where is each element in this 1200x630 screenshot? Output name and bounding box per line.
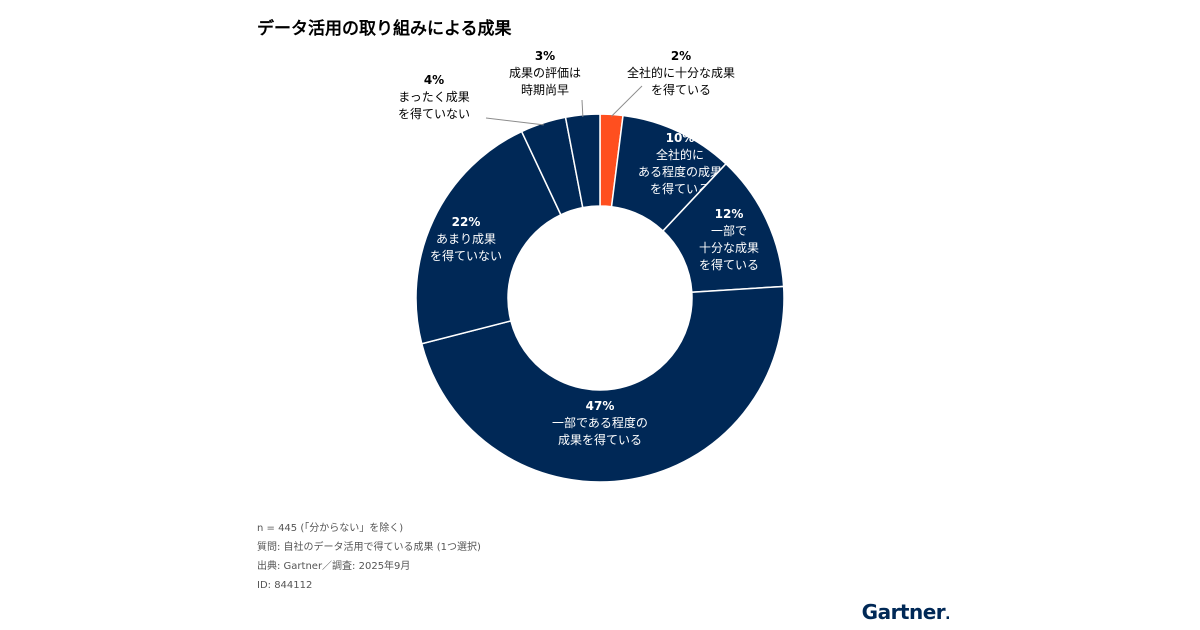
slice-category-label: 全社的に [656, 147, 704, 162]
slice-category-label: を得ていない [430, 248, 502, 263]
leader-line [581, 99, 584, 117]
slice-category-label: 成果を得ている [558, 432, 642, 447]
slice-category-label: 成果の評価は [509, 65, 581, 80]
slice-category-label: を得ている [651, 82, 711, 97]
footnotes: n = 445 (「分からない」を除く) 質問: 自社のデータ活用で得ている成果… [257, 519, 481, 595]
gartner-logo: Gartner. [861, 600, 951, 624]
slice-category-label: 一部で [711, 223, 747, 238]
donut-slice [420, 285, 785, 483]
id-note: ID: 844112 [257, 580, 313, 591]
slice-percent-label: 4% [424, 73, 444, 87]
leader-line [485, 117, 544, 126]
chart-title: データ活用の取り組みによる成果 [257, 19, 512, 39]
slice-category-label: 一部である程度の [552, 415, 648, 430]
slice-percent-label: 12% [715, 207, 744, 221]
source-note: 出典: Gartner／調査: 2025年9月 [257, 561, 411, 572]
brand-name: Gartner [861, 600, 946, 624]
slice-category-label: ある程度の成果 [638, 164, 722, 179]
slice-category-label: あまり成果 [436, 232, 496, 246]
donut-slice [564, 113, 601, 209]
brand-mark: . [945, 607, 950, 623]
slice-category-label: を得ている [650, 181, 710, 196]
slice-percent-label: 47% [586, 399, 615, 413]
slice-category-label: を得ている [699, 257, 759, 272]
slice-category-label: を得ていない [398, 106, 470, 121]
slice-category-label: 十分な成果 [699, 241, 759, 255]
leader-line [611, 85, 643, 117]
slice-percent-label: 3% [535, 49, 555, 63]
slice-category-label: まったく成果 [398, 90, 470, 104]
slice-percent-label: 2% [671, 49, 691, 63]
donut-slice [415, 130, 562, 345]
slice-category-label: 時期尚早 [521, 83, 569, 97]
slice-percent-label: 10% [666, 131, 695, 145]
sample-size-note: n = 445 (「分からない」を除く) [257, 523, 404, 534]
slice-category-label: 全社的に十分な成果 [627, 65, 735, 80]
question-note: 質問: 自社のデータ活用で得ている成果 (1つ選択) [257, 542, 481, 553]
slice-percent-label: 22% [452, 215, 481, 229]
